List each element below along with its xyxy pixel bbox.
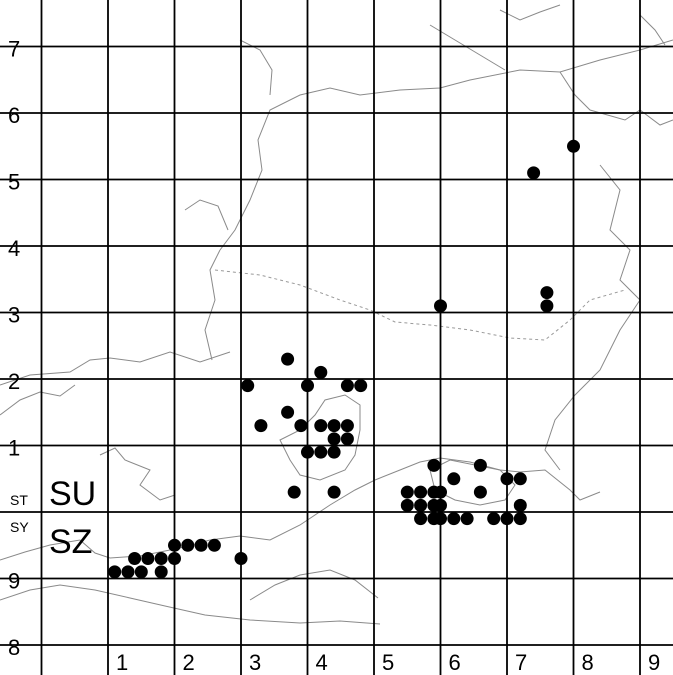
record-dot bbox=[500, 472, 514, 486]
record-dot bbox=[134, 565, 148, 579]
record-dot bbox=[141, 552, 155, 565]
record-dot bbox=[434, 299, 447, 313]
x-tick-label: 2 bbox=[183, 650, 195, 675]
record-dot bbox=[487, 512, 501, 526]
record-dot bbox=[327, 419, 341, 433]
record-dot bbox=[314, 365, 328, 379]
records-layer bbox=[108, 139, 580, 579]
record-dot bbox=[434, 485, 447, 499]
record-dot bbox=[287, 485, 301, 499]
record-dot bbox=[340, 379, 354, 393]
square-label-upper-big: SU bbox=[49, 475, 96, 513]
x-tick-label: 7 bbox=[515, 650, 527, 675]
y-tick-label: 5 bbox=[8, 170, 20, 195]
record-dot bbox=[540, 299, 554, 313]
record-dot bbox=[194, 538, 208, 552]
record-dot bbox=[473, 458, 487, 472]
record-dot bbox=[434, 512, 447, 526]
record-dot bbox=[128, 552, 142, 565]
record-dot bbox=[234, 552, 248, 565]
record-dot bbox=[241, 379, 255, 393]
record-dot bbox=[168, 552, 181, 565]
tick-labels-layer: 1 2 3 4 5 6 7 8 9 7 6 5 4 3 2 1 9 8 bbox=[8, 37, 660, 675]
record-dot bbox=[513, 498, 527, 512]
record-dot bbox=[154, 565, 168, 579]
record-dot bbox=[447, 512, 461, 526]
square-label-upper-small: ST bbox=[10, 492, 28, 508]
record-dot bbox=[121, 565, 135, 579]
square-label-lower-big: SZ bbox=[49, 523, 92, 561]
y-tick-label: 3 bbox=[8, 303, 20, 328]
record-dot bbox=[414, 485, 428, 499]
record-dot bbox=[427, 458, 441, 472]
record-dot bbox=[540, 286, 554, 300]
record-dot bbox=[281, 352, 295, 366]
record-dot bbox=[567, 139, 580, 153]
record-dot bbox=[473, 485, 487, 499]
record-dot bbox=[460, 512, 474, 526]
record-dot bbox=[340, 432, 354, 446]
record-dot bbox=[414, 512, 428, 526]
y-tick-label: 9 bbox=[8, 569, 20, 594]
record-dot bbox=[513, 512, 527, 526]
record-dot bbox=[500, 512, 514, 526]
record-dot bbox=[400, 485, 414, 499]
y-tick-label: 1 bbox=[8, 436, 20, 461]
y-tick-label: 4 bbox=[8, 236, 20, 261]
record-dot bbox=[434, 498, 447, 512]
x-tick-label: 6 bbox=[449, 650, 461, 675]
record-dot bbox=[447, 472, 461, 486]
record-dot bbox=[301, 379, 314, 393]
record-dot bbox=[527, 166, 541, 180]
record-dot bbox=[281, 405, 295, 419]
x-tick-label: 8 bbox=[582, 650, 594, 675]
record-dot bbox=[108, 565, 122, 579]
record-dot bbox=[354, 379, 368, 393]
x-tick-label: 9 bbox=[648, 650, 660, 675]
record-dot bbox=[400, 498, 414, 512]
record-dot bbox=[327, 445, 341, 459]
x-tick-label: 3 bbox=[249, 650, 261, 675]
y-tick-label: 7 bbox=[8, 37, 20, 62]
y-tick-label: 6 bbox=[8, 103, 20, 128]
record-dot bbox=[314, 445, 328, 459]
y-tick-label: 2 bbox=[8, 369, 20, 394]
record-dot bbox=[327, 432, 341, 446]
record-dot bbox=[154, 552, 168, 565]
county-boundary bbox=[214, 269, 626, 341]
square-label-lower-small: SY bbox=[10, 519, 29, 535]
record-dot bbox=[181, 538, 195, 552]
record-dot bbox=[294, 419, 308, 433]
record-dot bbox=[301, 445, 314, 459]
record-dot bbox=[254, 419, 268, 433]
record-dot bbox=[327, 485, 341, 499]
record-dot bbox=[340, 419, 354, 433]
record-dot bbox=[207, 538, 221, 552]
record-dot bbox=[414, 498, 428, 512]
x-tick-label: 1 bbox=[116, 650, 128, 675]
record-dot bbox=[168, 538, 181, 552]
record-dot bbox=[314, 419, 328, 433]
x-tick-label: 4 bbox=[316, 650, 328, 675]
y-tick-label: 8 bbox=[8, 635, 20, 660]
record-dot bbox=[513, 472, 527, 486]
x-tick-label: 5 bbox=[382, 650, 394, 675]
